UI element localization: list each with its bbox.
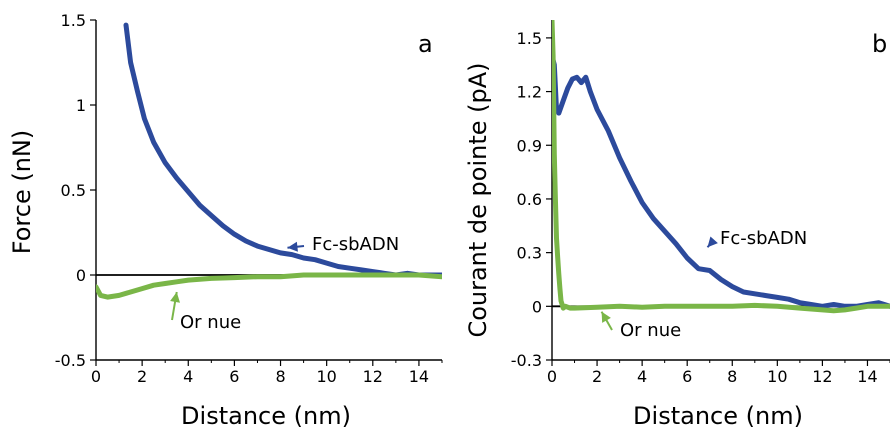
panel-a-ylabel: Force (nN)	[8, 130, 36, 254]
panel-a-y-tick-label: 1	[76, 96, 86, 115]
panel-a-x-tick-label: 10	[316, 367, 336, 386]
panel-a-ticks: 0 2 4 6 8 10 12 14 -0.5 0 0.5 1 1.5	[55, 11, 443, 386]
panel-b-y-tick-label: 0.6	[517, 190, 542, 209]
panel-a-arrow-head	[170, 292, 180, 303]
panel-b-x-tick-label: 0	[547, 367, 557, 386]
panel-a-force: 0 2 4 6 8 10 12 14-0.500.511.5 a Distance (nm) …	[8, 11, 443, 428]
panel-b-x-tick-label: 2	[592, 367, 602, 386]
panel-b-current: 0 2 4 6 8 10 12 14 -0.3 0 0.3 0.6 0.9 1.2 1.5 b Distan…	[464, 20, 890, 428]
panel-a-y-tick-label: -0.5	[55, 351, 86, 370]
panel-a-series-group	[96, 22, 442, 300]
panel-b-xlabel: Distance (nm)	[633, 402, 803, 428]
panel-a-x-tick-label: 2	[137, 367, 147, 386]
panel-a-series-or-nue-line	[96, 272, 442, 300]
panel-b-x-tick-label: 14	[857, 367, 877, 386]
panel-a-x-tick-label: 8	[275, 367, 285, 386]
panel-b-y-tick-label: 0.3	[517, 244, 542, 263]
panel-a-x-tick-label: 6	[229, 367, 239, 386]
panel-b-x-tick-label: 12	[812, 367, 832, 386]
panel-a-y-tick-label: 1.5	[61, 11, 86, 30]
panel-b-x-tick-label: 4	[637, 367, 647, 386]
panel-a-annotation-fc-sbadn: Fc-sbADN	[312, 234, 399, 255]
panel-b-ylabel: Courant de pointe (pA)	[464, 62, 492, 337]
panel-b-label: b	[872, 30, 887, 58]
panel-b-y-tick-label: 1.2	[517, 83, 542, 102]
panel-a-x-tick-label: 14	[409, 367, 429, 386]
panel-a-x-tick-label: 4	[183, 367, 193, 386]
panel-a-y-tick-label: 0.5	[61, 181, 86, 200]
panel-b-y-tick-label: -0.3	[511, 351, 542, 370]
panel-b-arrow-head	[601, 311, 611, 323]
panel-b-x-tick-label: 6	[682, 367, 692, 386]
panel-b-y-tick-label: 1.5	[517, 29, 542, 48]
panel-a-x-tick-label: 0	[91, 367, 101, 386]
panel-a-label: a	[418, 30, 433, 58]
panel-b-annotation-fc-sbadn: Fc-sbADN	[720, 228, 807, 249]
panel-b-annotation-or-nue: Or nue	[620, 320, 681, 341]
panel-a-y-tick-label: 0	[76, 266, 86, 285]
panel-b-x-tick-label: 8	[727, 367, 737, 386]
panel-b-series-or-nue-line	[552, 20, 890, 314]
panel-b-arrow-head	[707, 236, 718, 248]
panel-b-ticks: 0 2 4 6 8 10 12 14 -0.3 0 0.3 0.6 0.9 1.2 1.5	[511, 29, 890, 386]
panel-b-x-tick-label: 10	[767, 367, 787, 386]
panel-a-xlabel: Distance (nm)	[181, 402, 351, 428]
panel-a-x-tick-label: 12	[363, 367, 383, 386]
panel-a-arrow-head	[287, 241, 298, 252]
panel-b-series-fc-sbadn-line	[552, 53, 890, 309]
panel-b-plot-area	[551, 20, 890, 361]
panel-b-series-group	[552, 20, 890, 314]
panel-b-y-tick-label: 0	[532, 297, 542, 316]
panel-a-annotation-or-nue: Or nue	[180, 312, 241, 333]
panel-b-y-tick-label: 0.9	[517, 136, 542, 155]
panel-a-plot-area	[95, 20, 442, 361]
